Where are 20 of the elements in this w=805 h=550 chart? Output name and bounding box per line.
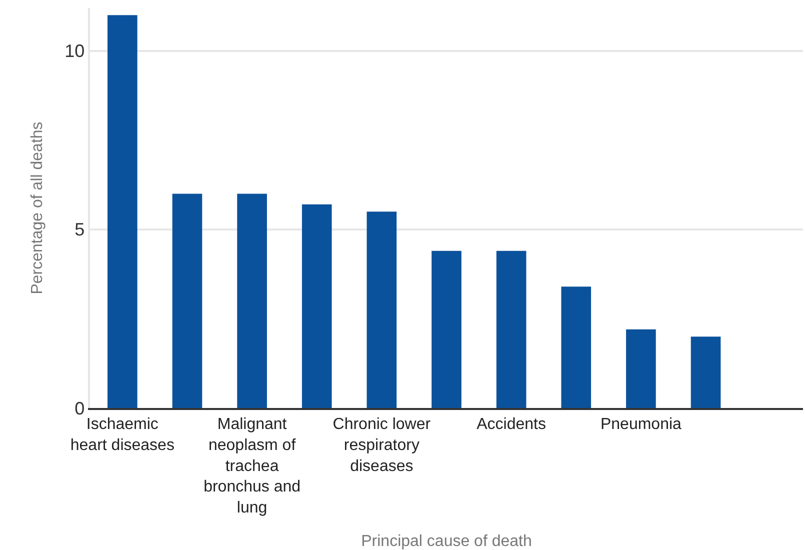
bar xyxy=(690,336,721,408)
bar xyxy=(432,250,462,408)
x-tick-label: Accidents xyxy=(476,416,546,434)
x-tick-label: Ischaemic heart diseases xyxy=(70,416,174,454)
bar xyxy=(302,204,332,408)
y-tick-label: 10 xyxy=(64,41,85,62)
bar xyxy=(626,329,656,408)
x-tick-label: Pneumonia xyxy=(600,416,682,434)
y-axis-title: Percentage of all deaths xyxy=(29,122,46,294)
bar xyxy=(496,250,526,408)
x-tick-label: Malignant neoplasm of trachea bronchus and lung xyxy=(204,416,301,516)
x-axis-title: Principal cause of death xyxy=(361,533,532,550)
x-tick-label: Chronic lower respiratory diseases xyxy=(332,416,432,475)
y-tick-label: 5 xyxy=(74,220,85,240)
bar xyxy=(237,194,267,408)
bar xyxy=(561,286,592,408)
bar xyxy=(108,15,138,408)
bar xyxy=(172,194,202,408)
bar xyxy=(366,212,397,408)
y-tick-label: 0 xyxy=(74,398,85,418)
